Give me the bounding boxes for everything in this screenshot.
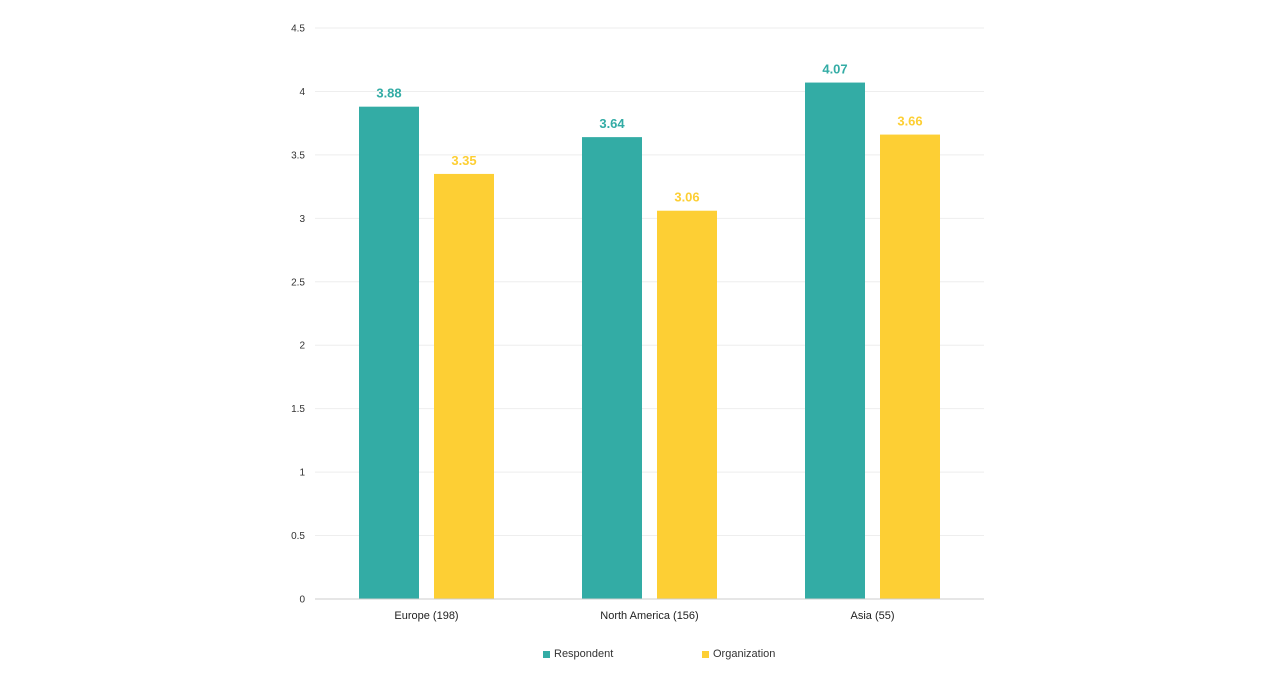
y-tick-label: 3: [299, 214, 305, 225]
y-tick-label: 0.5: [291, 531, 305, 542]
data-label: 3.64: [599, 116, 625, 131]
y-tick-label: 1: [299, 468, 305, 479]
legend-swatch-respondent: [543, 650, 550, 658]
bar-respondent-1[interactable]: [582, 137, 642, 599]
legend-item-organization[interactable]: Organization: [702, 648, 775, 660]
data-label: 3.66: [897, 114, 922, 129]
bar-respondent-2[interactable]: [805, 82, 865, 599]
data-label: 3.06: [674, 190, 699, 205]
data-labels: 3.88 3.35 3.64 3.06 4.07 3.66: [376, 62, 922, 205]
y-tick-label: 0: [299, 595, 305, 606]
y-tick-label: 1.5: [291, 404, 305, 415]
y-tick-label: 2.5: [291, 277, 305, 288]
data-label: 3.88: [376, 86, 401, 101]
y-axis-ticks: 0 0.5 1 1.5 2 2.5 3 3.5 4 4.5: [291, 24, 305, 606]
bar-organization-0[interactable]: [434, 173, 494, 599]
data-label: 3.35: [451, 153, 476, 168]
gridlines: [315, 27, 984, 537]
bar-organization-2[interactable]: [880, 134, 940, 599]
bars: [359, 82, 940, 599]
x-category-label: Asia (55): [850, 610, 894, 622]
legend-label-organization: Organization: [713, 648, 776, 660]
y-tick-label: 4: [299, 87, 305, 98]
bar-respondent-0[interactable]: [359, 106, 419, 599]
bar-organization-1[interactable]: [657, 210, 717, 599]
y-tick-label: 4.5: [291, 24, 305, 35]
x-category-label: North America (156): [600, 610, 698, 622]
data-label: 4.07: [822, 62, 847, 77]
legend-item-respondent[interactable]: Respondent: [543, 648, 613, 660]
x-category-label: Europe (198): [394, 610, 458, 622]
legend: Respondent Organization: [0, 648, 1273, 664]
y-tick-label: 3.5: [291, 150, 305, 161]
y-tick-label: 2: [299, 341, 305, 352]
legend-label-respondent: Respondent: [554, 648, 614, 660]
x-axis-categories: Europe (198) North America (156) Asia (55): [394, 610, 894, 622]
legend-swatch-organization: [702, 650, 709, 658]
